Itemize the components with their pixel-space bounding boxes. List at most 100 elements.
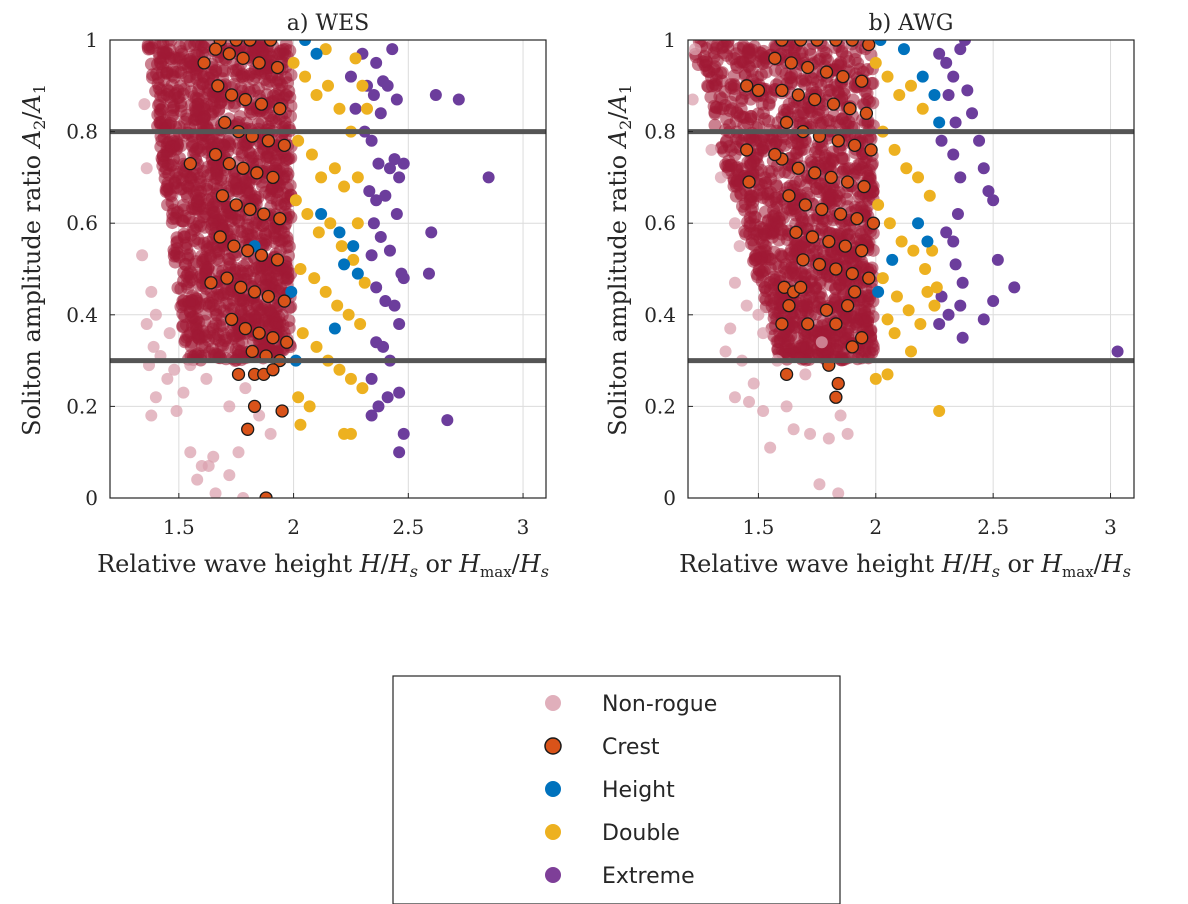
crest-point: [740, 143, 754, 157]
non-rogue-cloud-point: [234, 81, 248, 95]
non-rogue-cloud-point: [749, 55, 763, 69]
non-rogue-cloud-point: [819, 214, 833, 228]
non-rogue-point: [743, 395, 756, 408]
crest-point: [782, 189, 796, 203]
non-rogue-cloud-point: [201, 196, 215, 210]
crest-point: [227, 239, 241, 253]
crest-point: [229, 40, 243, 47]
double-point: [296, 327, 309, 340]
crest-point: [791, 88, 805, 102]
extreme-point: [422, 267, 435, 280]
extreme-point: [379, 295, 392, 308]
double-point: [303, 400, 316, 413]
non-rogue-cloud-point: [259, 227, 273, 241]
non-rogue-cloud-point: [213, 301, 227, 315]
extreme-point: [947, 70, 960, 83]
threshold-lines: [110, 129, 546, 364]
extreme-point: [393, 317, 406, 330]
crest-point: [808, 92, 822, 107]
height-point: [872, 285, 885, 298]
extreme-point: [954, 171, 967, 184]
crest-point: [864, 143, 878, 157]
non-rogue-cloud-point: [739, 227, 753, 241]
non-rogue-point: [223, 469, 236, 482]
extreme-point: [365, 249, 378, 262]
double-point: [881, 70, 894, 83]
non-rogue-cloud-point: [187, 234, 201, 248]
crest-point: [798, 198, 813, 212]
crest-point: [779, 367, 794, 381]
non-rogue-point: [832, 487, 845, 498]
legend: Non-rogue Crest Height Double Extreme: [392, 675, 841, 904]
non-rogue-point: [724, 322, 737, 335]
crest-point: [270, 60, 285, 75]
extreme-point: [383, 162, 396, 175]
extreme-point: [940, 56, 953, 69]
double-point: [351, 171, 364, 184]
non-rogue-cloud-point: [768, 208, 782, 222]
non-rogue-point: [140, 162, 153, 175]
non-rogue-cloud-point: [182, 296, 196, 310]
crest-point: [247, 285, 262, 299]
crest-point: [224, 312, 239, 327]
double-point: [907, 244, 920, 257]
legend-label: Crest: [602, 735, 660, 760]
non-rogue-cloud-point: [154, 103, 168, 117]
non-rogue-point: [264, 427, 277, 440]
crest-point: [241, 422, 255, 436]
non-rogue-cloud-point: [708, 118, 722, 132]
non-rogue-point: [728, 217, 741, 230]
non-rogue-cloud-point: [767, 329, 781, 343]
non-rogue-cloud-point: [168, 65, 182, 79]
crest-point: [855, 244, 869, 258]
x-tick-label: 1.5: [743, 515, 775, 539]
non-rogue-point: [168, 363, 181, 376]
crest-point: [775, 40, 789, 47]
non-rogue-cloud-point: [272, 112, 286, 126]
non-rogue-cloud-point: [782, 97, 796, 111]
double-point: [926, 244, 939, 257]
height-point: [328, 322, 341, 335]
non-rogue-cloud-point: [864, 132, 878, 146]
double-point: [351, 217, 364, 230]
crest-point: [779, 115, 794, 130]
non-rogue-cloud-point: [221, 135, 235, 149]
panel-awg: 1.5 2 2.5 3 0 0.2 0.4 0.6 0.8 1 b) AWG Relative w…: [604, 11, 1135, 581]
non-rogue-cloud-point: [184, 311, 198, 325]
non-rogue-cloud-point: [731, 132, 745, 146]
non-rogue-point: [728, 276, 741, 289]
y-axis-label: Soliton amplitude ratio A2/A1: [18, 84, 49, 436]
crest-point: [211, 79, 225, 93]
double-point: [322, 79, 334, 92]
tick-labels: 1.5 2 2.5 3 0 0.2 0.4 0.6 0.8 1: [644, 28, 1117, 539]
crest-point: [829, 40, 843, 47]
extreme-point: [1008, 281, 1021, 294]
non-rogue-cloud-point: [710, 40, 724, 52]
y-tick-label: 1: [663, 28, 676, 52]
non-rogue-point: [780, 400, 793, 413]
extreme-point: [367, 217, 380, 230]
non-rogue-cloud-point: [190, 184, 204, 198]
non-rogue-point: [239, 382, 252, 395]
x-axis-label: Relative wave height H/Hs or Hmax/Hs: [679, 550, 1131, 581]
crest-point: [789, 225, 803, 240]
non-rogue-point: [232, 446, 245, 459]
panel-wes: 1.5 2 2.5 3 0 0.2 0.4 0.6 0.8 1 a) WES Relative w…: [18, 11, 549, 581]
crest-point: [247, 399, 262, 414]
non-rogue-cloud-point: [794, 105, 808, 119]
crest-point: [266, 363, 280, 377]
non-rogue-point: [163, 327, 176, 340]
y-axis-label: Soliton amplitude ratio A2/A1: [604, 84, 635, 436]
height-point: [333, 226, 346, 239]
y-tick-label: 0.2: [644, 394, 676, 418]
non-rogue-cloud-point: [852, 158, 866, 172]
double-point: [356, 79, 369, 92]
non-rogue-point: [747, 377, 760, 390]
crest-point: [829, 317, 843, 331]
crest-point: [810, 40, 824, 47]
height-point: [897, 43, 910, 56]
extreme-point: [374, 230, 387, 243]
double-point: [869, 372, 882, 385]
non-rogue-cloud-point: [170, 246, 184, 260]
extreme-point: [977, 313, 990, 326]
